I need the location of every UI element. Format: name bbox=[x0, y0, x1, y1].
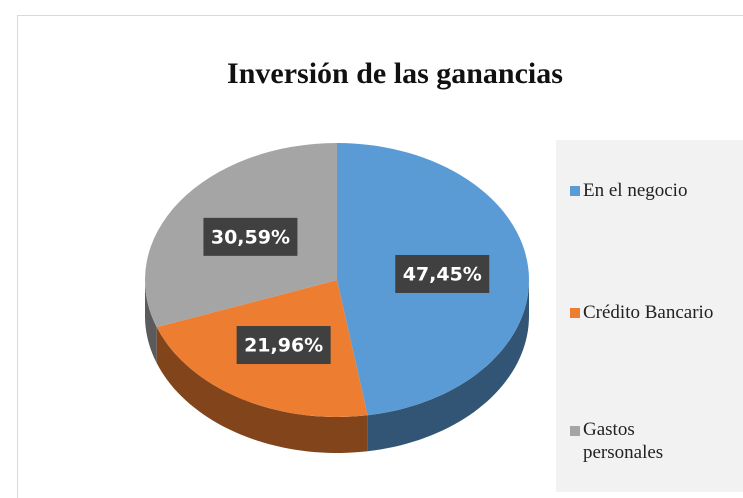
chart-title: Inversión de las ganancias bbox=[227, 57, 563, 90]
data-label-box bbox=[395, 254, 490, 293]
legend: En el negocio Crédito Bancario Gastos pers… bbox=[556, 140, 743, 492]
slice-side bbox=[156, 327, 368, 453]
legend-item: Gastos personales bbox=[570, 419, 693, 464]
data-label: 47,45% bbox=[403, 263, 482, 285]
legend-item: Crédito Bancario bbox=[570, 302, 713, 324]
legend-swatch bbox=[570, 186, 580, 196]
legend-label: En el negocio bbox=[583, 180, 688, 201]
slice-side bbox=[145, 280, 157, 364]
data-label: 21,96% bbox=[244, 335, 323, 357]
data-label-box bbox=[203, 217, 298, 256]
legend-label: Gastos personales bbox=[583, 419, 664, 463]
legend-item: En el negocio bbox=[570, 180, 687, 202]
data-label: 30,59% bbox=[211, 226, 290, 248]
slice-side bbox=[367, 280, 529, 452]
legend-label: Crédito Bancario bbox=[583, 302, 714, 323]
legend-swatch bbox=[570, 308, 580, 318]
legend-swatch bbox=[570, 426, 580, 436]
data-label-box bbox=[236, 326, 331, 365]
